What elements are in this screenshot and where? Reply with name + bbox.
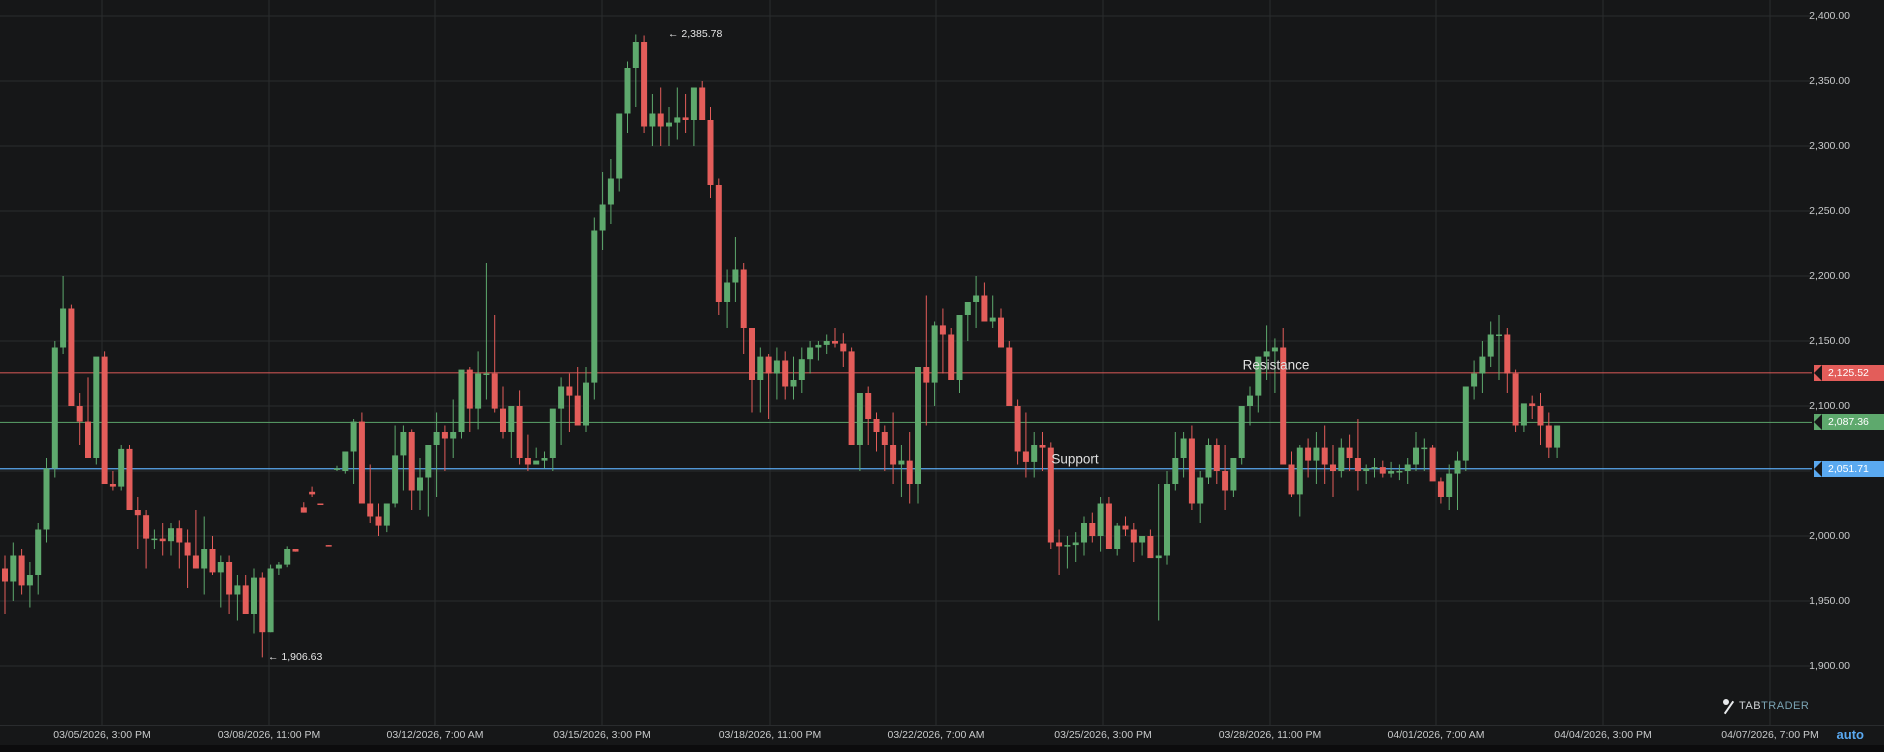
high-annotation: ← 2,385.78 — [668, 28, 723, 41]
x-tick-label: 03/05/2026, 3:00 PM — [53, 729, 151, 741]
y-tick-label: 2,000.00 — [1809, 530, 1850, 542]
y-tick-label: 1,900.00 — [1809, 660, 1850, 672]
support-label: Support — [1051, 451, 1099, 467]
tabtrader-logo-icon — [1722, 698, 1738, 715]
x-tick-label: 03/12/2026, 7:00 AM — [386, 729, 484, 741]
low-value: 1,906.63 — [281, 651, 323, 664]
current-price-tag: 2,087.36 — [1814, 414, 1884, 431]
low-annotation: ← 1,906.63 — [268, 651, 323, 664]
bottom-strip — [0, 745, 1884, 752]
x-tick-label: 04/01/2026, 7:00 AM — [1387, 729, 1485, 741]
high-value: 2,385.78 — [681, 28, 723, 41]
y-tick-label: 2,350.00 — [1809, 75, 1850, 87]
y-tick-label: 2,400.00 — [1809, 10, 1850, 22]
resistance-price-tag: 2,125.52 — [1814, 364, 1884, 381]
y-tick-label: 2,250.00 — [1809, 205, 1850, 217]
x-axis[interactable] — [0, 725, 1884, 746]
x-tick-label: 03/22/2026, 7:00 AM — [887, 729, 985, 741]
x-tick-label: 04/07/2026, 7:00 PM — [1721, 729, 1819, 741]
y-tick-label: 2,150.00 — [1809, 335, 1850, 347]
support-price-tag: 2,051.71 — [1814, 460, 1884, 477]
x-tick-label: 03/25/2026, 3:00 PM — [1054, 729, 1152, 741]
y-tick-label: 1,950.00 — [1809, 595, 1850, 607]
x-tick-label: 03/18/2026, 11:00 PM — [718, 729, 822, 741]
candlestick-chart[interactable] — [0, 0, 1884, 725]
resistance-label: Resistance — [1242, 357, 1310, 373]
x-tick-label: 03/28/2026, 11:00 PM — [1218, 729, 1322, 741]
y-tick-label: 2,100.00 — [1809, 400, 1850, 412]
x-tick-label: 03/08/2026, 11:00 PM — [217, 729, 321, 741]
auto-scale-button[interactable]: auto — [1836, 727, 1864, 742]
chart-area[interactable]: 2,400.00 2,350.00 2,300.00 2,250.00 2,200.00… — [0, 0, 1884, 725]
y-tick-label: 2,300.00 — [1809, 140, 1850, 152]
x-tick-label: 04/04/2026, 3:00 PM — [1554, 729, 1652, 741]
x-tick-label: 03/15/2026, 3:00 PM — [553, 729, 651, 741]
tabtrader-logo: TABTRADER — [1722, 698, 1809, 715]
y-tick-label: 2,200.00 — [1809, 270, 1850, 282]
